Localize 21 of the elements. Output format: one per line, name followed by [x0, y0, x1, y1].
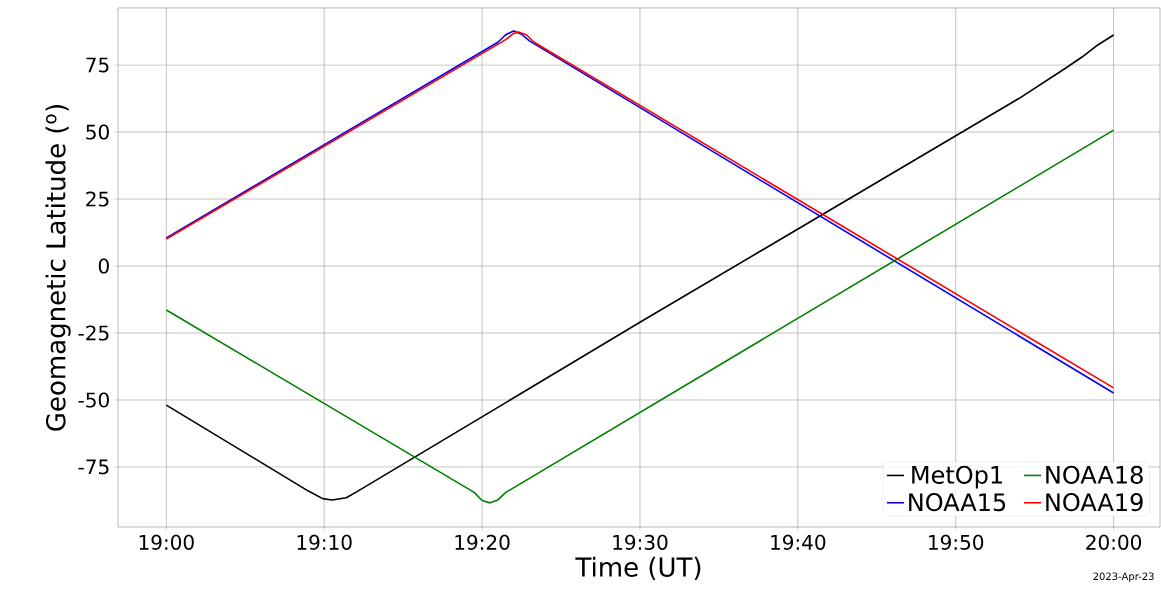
text: 2023-Apr-23 — [1093, 572, 1154, 583]
y-tick-label: -75 — [78, 459, 109, 475]
y-tick-label: 50 — [86, 124, 109, 140]
legend-label: MetOp1 — [912, 465, 1002, 489]
x-axis-title: Time (UT) — [575, 556, 701, 580]
x-tick-label: 20:00 — [1086, 534, 1142, 550]
x-tick-label: 19:40 — [771, 534, 826, 550]
x-tick-label: 19:10 — [297, 534, 352, 550]
y-tick-label: 75 — [86, 57, 109, 73]
y-axis-title: Geomagnetic Latitude ($^{o}$) — [45, 105, 71, 431]
legend-label: NOAA15 — [909, 493, 1006, 512]
x-tick-label: 19:30 — [613, 534, 668, 550]
y-tick-label: 25 — [86, 191, 109, 207]
x-tick-label: 19:00 — [139, 534, 194, 550]
y-tick-label: 0 — [98, 258, 109, 274]
legend-label: NOAA19 — [1046, 493, 1143, 512]
x-tick-label: 19:50 — [929, 534, 984, 550]
y-tick-label: -50 — [78, 392, 109, 408]
x-tick-label: 19:20 — [455, 534, 510, 550]
legend-label: NOAA18 — [1046, 465, 1143, 484]
y-tick-label: -25 — [78, 325, 109, 341]
